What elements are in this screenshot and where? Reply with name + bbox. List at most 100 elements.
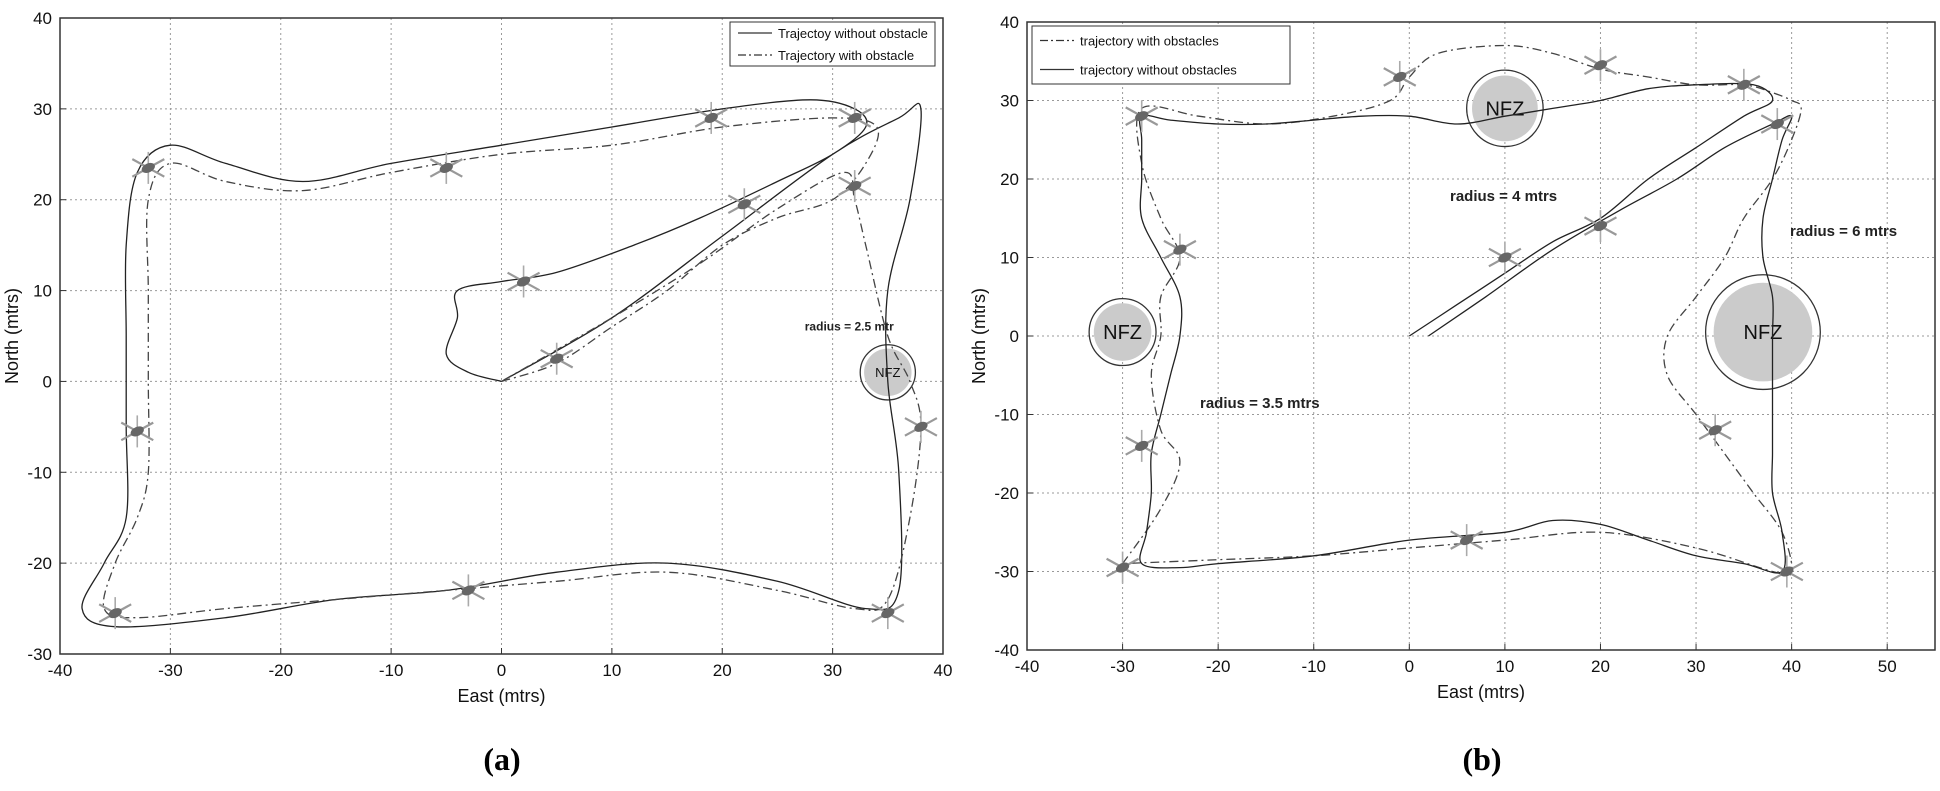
y-tick-label: -20 bbox=[994, 484, 1019, 503]
y-tick-label: -40 bbox=[994, 641, 1019, 660]
helicopter-marker bbox=[451, 574, 485, 607]
legend-entry: trajectory with obstacles bbox=[1080, 34, 1219, 49]
helicopter-body bbox=[704, 112, 718, 123]
helicopter-body bbox=[1135, 440, 1149, 451]
helicopter-marker bbox=[131, 151, 165, 184]
y-axis-label: North (mtrs) bbox=[969, 288, 989, 384]
helicopter-body bbox=[439, 162, 453, 173]
x-tick-label: 20 bbox=[713, 661, 732, 680]
helicopter-marker bbox=[1125, 100, 1159, 133]
helicopter-body bbox=[881, 608, 895, 619]
x-tick-label: -30 bbox=[158, 661, 183, 680]
helicopter-body bbox=[141, 162, 155, 173]
y-tick-label: 20 bbox=[33, 191, 52, 210]
panel-label: (b) bbox=[1462, 741, 1501, 777]
y-tick-label: 0 bbox=[1010, 327, 1019, 346]
nfz-obstacle: NFZ radius = 3.5 mtrs bbox=[1088, 297, 1320, 412]
helicopter-body bbox=[848, 112, 862, 123]
x-tick-label: -10 bbox=[379, 661, 404, 680]
helicopter-marker bbox=[1383, 60, 1417, 93]
radius-annotation: radius = 3.5 mtrs bbox=[1200, 395, 1320, 412]
helicopter-marker bbox=[838, 101, 872, 134]
panel-a: -40 -30 -20 -10 0 10 20 30 40-30-20-10010203040E… bbox=[2, 9, 952, 777]
y-tick-label: -10 bbox=[27, 463, 52, 482]
radius-annotation: radius = 2.5 mtr bbox=[805, 320, 894, 334]
legend-entry: trajectory without obstacles bbox=[1080, 63, 1237, 78]
y-tick-label: -30 bbox=[994, 563, 1019, 582]
y-tick-label: 0 bbox=[43, 372, 52, 391]
radius-annotation: radius = 4 mtrs bbox=[1450, 188, 1557, 205]
x-tick-label: 10 bbox=[602, 661, 621, 680]
nfz-boundary bbox=[1704, 274, 1821, 391]
y-tick-label: 10 bbox=[33, 282, 52, 301]
y-tick-label: -10 bbox=[994, 406, 1019, 425]
helicopter-body bbox=[1770, 119, 1784, 130]
helicopter-body bbox=[914, 421, 928, 432]
helicopter-body bbox=[737, 199, 751, 210]
helicopter-marker bbox=[98, 597, 132, 630]
y-tick-label: 20 bbox=[1000, 170, 1019, 189]
y-tick-label: 40 bbox=[33, 9, 52, 28]
nfz-disc bbox=[1093, 303, 1152, 361]
panel-label: (a) bbox=[483, 741, 520, 777]
x-axis-label: East (mtrs) bbox=[458, 686, 546, 706]
y-tick-label: -20 bbox=[27, 554, 52, 573]
x-tick-label: -10 bbox=[1301, 657, 1326, 676]
helicopter-body bbox=[848, 181, 862, 192]
legend-box bbox=[1031, 25, 1291, 85]
y-tick-label: 30 bbox=[1000, 92, 1019, 111]
helicopter-body bbox=[1460, 535, 1474, 546]
helicopter-body bbox=[550, 353, 564, 364]
helicopter-body bbox=[1593, 60, 1608, 71]
x-tick-label: 0 bbox=[497, 661, 506, 680]
y-tick-label: 30 bbox=[33, 100, 52, 119]
x-tick-label: 50 bbox=[1878, 657, 1897, 676]
helicopter-marker bbox=[1163, 233, 1197, 266]
helicopter-body bbox=[1115, 562, 1130, 573]
trajectory-line bbox=[81, 99, 922, 628]
helicopter-body bbox=[1498, 252, 1512, 263]
x-tick-label: 30 bbox=[1687, 657, 1706, 676]
helicopter-body bbox=[516, 276, 531, 287]
helicopter-marker bbox=[1770, 555, 1804, 588]
y-axis-label: North (mtrs) bbox=[2, 288, 22, 384]
helicopter-body bbox=[461, 585, 476, 596]
y-tick-label: 10 bbox=[1000, 249, 1019, 268]
y-tick-label: -30 bbox=[27, 645, 52, 664]
helicopter-marker bbox=[838, 170, 872, 203]
trajectory-line bbox=[102, 117, 922, 619]
nfz-obstacle: NFZ radius = 4 mtrs bbox=[1450, 69, 1557, 205]
helicopter-body bbox=[1593, 221, 1608, 232]
legend-entry: Trajectory with obstacle bbox=[778, 48, 914, 63]
helicopter-marker bbox=[507, 265, 541, 298]
nfz-boundary bbox=[1088, 297, 1157, 367]
panel-b: -40 -30 -20 -10 0 10 20 30 40 50 -40 -30 -20 -10 0 10 20… bbox=[969, 13, 1936, 777]
y-tick-label: 40 bbox=[1000, 13, 1019, 32]
helicopter-marker bbox=[1106, 551, 1140, 584]
nfz-boundary bbox=[859, 344, 917, 401]
legend: Trajectoy without obstacle Trajectory wit… bbox=[729, 21, 936, 67]
helicopter-marker bbox=[1727, 68, 1761, 101]
helicopter-marker bbox=[1698, 414, 1732, 447]
nfz-obstacle: NFZ radius = 6 mtrs bbox=[1704, 223, 1897, 391]
nfz-disc bbox=[1713, 282, 1813, 382]
helicopter-marker bbox=[1488, 241, 1522, 274]
legend-entry: Trajectoy without obstacle bbox=[778, 26, 928, 41]
helicopter-body bbox=[1708, 425, 1722, 436]
helicopter-marker bbox=[727, 188, 761, 221]
x-tick-label: 40 bbox=[1782, 657, 1801, 676]
x-tick-label: 20 bbox=[1591, 657, 1610, 676]
nfz-label: NFZ bbox=[1485, 98, 1524, 120]
helicopter-body bbox=[130, 426, 144, 437]
helicopter-marker bbox=[1583, 49, 1618, 82]
x-tick-label: 10 bbox=[1495, 657, 1514, 676]
helicopter-body bbox=[1737, 79, 1751, 90]
trajectory-line bbox=[1138, 82, 1793, 574]
nfz-label: NFZ bbox=[1744, 322, 1783, 344]
helicopter-body bbox=[1393, 71, 1407, 82]
helicopter-marker bbox=[1760, 108, 1794, 141]
helicopter-marker bbox=[904, 410, 938, 443]
trajectory-line bbox=[1122, 44, 1802, 577]
